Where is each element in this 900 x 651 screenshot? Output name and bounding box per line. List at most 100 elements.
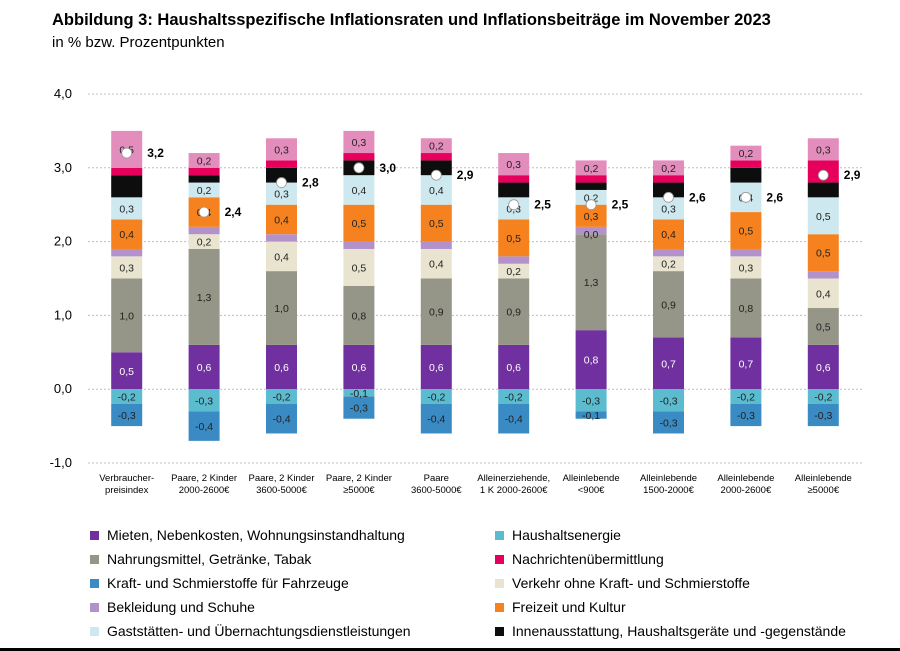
x-tick-label: Verbraucher- <box>99 473 154 484</box>
total-marker <box>276 177 287 188</box>
bar-segment <box>343 175 375 205</box>
data-label: 0,4 <box>429 259 444 271</box>
x-tick-label: preisindex <box>105 485 149 496</box>
bar-segment <box>188 411 220 441</box>
total-marker <box>121 147 133 159</box>
data-label: 0,6 <box>816 362 831 374</box>
data-label: 0,6 <box>506 362 521 374</box>
x-tick-label: Paare, 2 Kinder <box>326 473 392 484</box>
bar-segment <box>575 411 607 419</box>
data-label: 1,3 <box>584 277 599 289</box>
data-label: -0,4 <box>427 414 445 426</box>
data-label: 0,9 <box>429 307 444 319</box>
bar-segment <box>498 153 530 176</box>
bar-segment <box>730 248 762 257</box>
bar-segment <box>498 182 530 198</box>
y-tick-label: 4,0 <box>54 86 72 101</box>
bar-segment <box>111 389 143 404</box>
total-label: 3,0 <box>379 161 396 175</box>
legend-label: Nachrichtenübermittlung <box>512 551 664 567</box>
legend-item: Kraft- und Schmierstoffe für Fahrzeuge <box>90 573 349 593</box>
legend-item: Bekleidung und Schuhe <box>90 597 255 617</box>
bar-segment <box>266 344 297 390</box>
x-tick-label: Alleinerziehende, <box>477 473 550 484</box>
bar-segment <box>498 389 530 404</box>
data-label: 0,2 <box>197 237 212 249</box>
bar-segment <box>420 248 452 279</box>
bar-segment <box>343 241 375 249</box>
bar-segment <box>653 271 684 338</box>
bar-segment <box>111 256 143 279</box>
bar-segment <box>420 241 452 249</box>
bar-segment <box>111 248 143 257</box>
legend-label: Kraft- und Schmierstoffe für Fahrzeuge <box>107 575 349 591</box>
bar-segment <box>498 344 530 390</box>
bar-segment <box>266 182 297 205</box>
legend-item: Innenausstattung, Haushaltsgeräte und -g… <box>495 621 846 641</box>
bar-segment <box>807 234 839 272</box>
bar-segment <box>188 226 220 235</box>
data-label: 0,3 <box>661 203 676 215</box>
bar-segment <box>343 396 375 419</box>
data-label: 0,6 <box>274 362 289 374</box>
bar-segment <box>807 389 839 404</box>
data-label: 0,5 <box>816 211 831 223</box>
bar-segment <box>188 344 220 390</box>
data-label: 0,6 <box>429 362 444 374</box>
data-label: 0,3 <box>584 211 599 223</box>
bar-segment <box>575 182 607 190</box>
total-label: 2,5 <box>612 198 629 212</box>
data-label: 0,5 <box>119 366 134 378</box>
bar-segment <box>575 175 607 183</box>
bar-segment <box>266 204 297 235</box>
data-label: 1,0 <box>119 310 134 322</box>
data-label: 0,6 <box>352 362 367 374</box>
bar-segment <box>188 389 220 412</box>
x-tick-label: ≥5000€ <box>343 485 375 496</box>
legend-swatch <box>90 578 99 588</box>
legend-label: Verkehr ohne Kraft- und Schmierstoffe <box>512 575 750 591</box>
bar-segment <box>266 271 297 345</box>
bar-segment <box>343 344 375 390</box>
data-label: -0,3 <box>814 410 832 422</box>
bar-segment <box>653 182 684 198</box>
bar-segment <box>188 153 220 168</box>
x-tick-label: 1 K 2000-2600€ <box>480 485 548 496</box>
data-label: -0,2 <box>737 392 755 404</box>
chart-subtitle: in % bzw. Prozentpunkten <box>52 34 225 51</box>
x-tick-label: ≥5000€ <box>807 485 839 496</box>
bar-segment <box>266 160 297 168</box>
data-label: 0,5 <box>816 321 831 333</box>
total-marker <box>508 199 520 211</box>
data-label: 0,3 <box>274 144 289 156</box>
x-tick-label: <900€ <box>578 485 605 496</box>
bar-segment <box>653 256 684 272</box>
bar-segment <box>653 197 684 220</box>
bar-segment <box>266 234 297 242</box>
total-label: 2,4 <box>225 205 242 219</box>
chart-title: Abbildung 3: Haushaltsspezifische Inflat… <box>52 11 771 29</box>
data-label: 0,4 <box>661 229 676 241</box>
bar-segment <box>807 403 839 427</box>
data-label: 0,2 <box>197 185 212 197</box>
data-label: 0,5 <box>739 226 754 238</box>
bar-segment <box>420 278 452 345</box>
data-label: 0,2 <box>661 163 676 175</box>
bar-segment <box>653 248 684 257</box>
data-label: -0,2 <box>427 392 445 404</box>
data-label: 0,8 <box>739 303 754 315</box>
x-tick-label: Alleinlebende <box>717 473 774 484</box>
legend-swatch <box>495 602 504 612</box>
data-label: 0,3 <box>739 262 754 274</box>
legend-item: Nachrichtenübermittlung <box>495 549 664 569</box>
bar-segment <box>575 330 607 390</box>
bar-segment <box>188 248 220 345</box>
data-label: 0,3 <box>274 189 289 201</box>
data-label: 0,8 <box>584 355 599 367</box>
total-label: 2,9 <box>457 168 474 182</box>
data-label: 0,5 <box>429 218 444 230</box>
bar-segment <box>807 138 839 161</box>
x-tick-label: Paare <box>424 473 449 484</box>
bar-segment <box>575 204 607 227</box>
bar-segment <box>730 212 762 249</box>
